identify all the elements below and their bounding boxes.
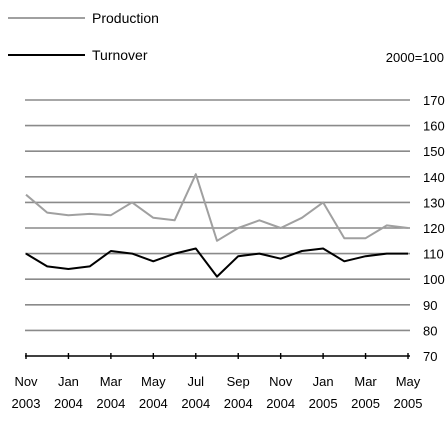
x-tick-year-label: 2004	[266, 396, 295, 411]
series-line-turnover	[25, 247, 408, 278]
x-axis-tick-labels: Nov 2003 Jan 2004 Mar 2004 May 2004 Jul 2004 Sep 20…	[12, 374, 423, 411]
y-tick-label: 130	[423, 195, 445, 210]
series-line-production	[25, 173, 409, 242]
series-lines	[25, 173, 409, 278]
y-tick-label: 160	[423, 119, 445, 134]
x-tick-month-label: May	[396, 374, 421, 389]
x-tick-year-label: 2004	[54, 396, 83, 411]
x-axis-tick-marks	[25, 353, 409, 359]
x-tick-month-label: Jan	[313, 374, 334, 389]
y-tick-label: 150	[423, 144, 445, 159]
x-tick-month-label: Mar	[354, 374, 377, 389]
legend: Production Turnover	[8, 10, 159, 63]
x-tick-year-label: 2005	[351, 396, 380, 411]
x-tick-year-label: 2004	[96, 396, 125, 411]
x-tick-year-label: 2004	[139, 396, 168, 411]
legend-label-production: Production	[92, 10, 159, 26]
gridlines	[25, 99, 410, 332]
x-tick-month-label: Mar	[100, 374, 123, 389]
y-tick-label: 120	[423, 221, 445, 236]
x-tick-month-label: May	[141, 374, 166, 389]
x-tick-year-label: 2004	[224, 396, 253, 411]
index-base-note: 2000=100	[386, 50, 444, 65]
y-tick-label: 90	[423, 298, 437, 313]
x-tick-month-label: Jul	[187, 374, 204, 389]
x-tick-month-label: Nov	[14, 374, 38, 389]
legend-label-turnover: Turnover	[92, 47, 148, 63]
x-tick-month-label: Jan	[58, 374, 79, 389]
y-tick-label: 70	[423, 349, 437, 364]
x-tick-month-label: Sep	[227, 374, 250, 389]
y-tick-label: 170	[423, 93, 445, 108]
y-tick-label: 100	[423, 272, 445, 287]
y-axis-tick-labels: 70 80 90 100 110 120 130 140 150 160 170	[423, 93, 445, 364]
x-tick-month-label: Nov	[269, 374, 293, 389]
x-tick-year-label: 2003	[12, 396, 41, 411]
y-tick-label: 110	[423, 247, 444, 262]
x-tick-year-label: 2005	[309, 396, 338, 411]
y-tick-label: 140	[423, 170, 445, 185]
x-tick-year-label: 2005	[394, 396, 423, 411]
y-tick-label: 80	[423, 323, 437, 338]
x-tick-year-label: 2004	[181, 396, 210, 411]
